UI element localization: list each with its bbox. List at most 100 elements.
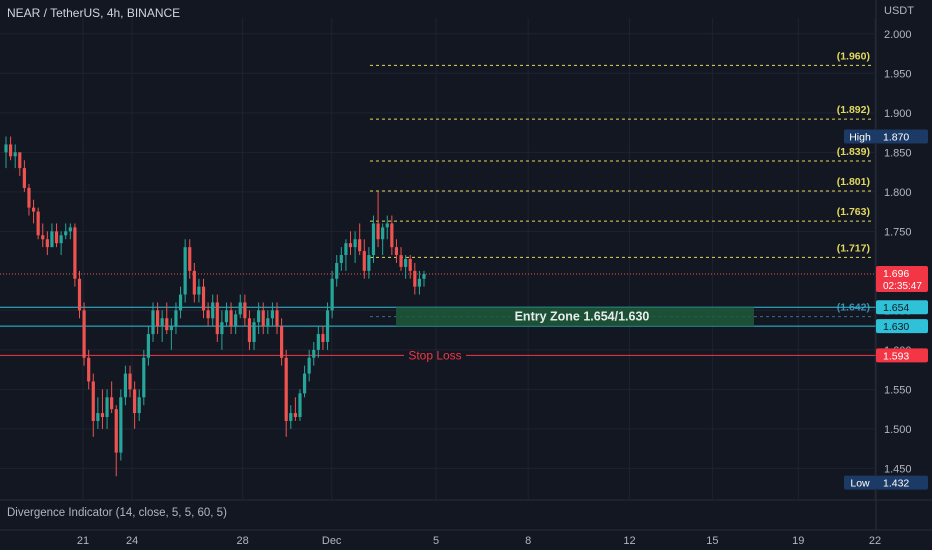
x-tick-label: 5 xyxy=(433,535,439,547)
candle-body xyxy=(64,231,68,236)
candle-body xyxy=(330,278,334,311)
candle-body xyxy=(348,243,353,248)
candle-body xyxy=(417,278,422,287)
x-tick-label: 22 xyxy=(869,535,881,547)
candle-body xyxy=(27,187,31,208)
current-price-badge xyxy=(876,266,928,293)
candle-body xyxy=(18,152,22,169)
price-badge-value: 1.870 xyxy=(883,132,909,144)
candle-body xyxy=(358,239,362,252)
y-tick-label: 1.750 xyxy=(884,226,912,238)
low-tag xyxy=(844,475,876,490)
candle-body xyxy=(289,413,293,421)
candle-body xyxy=(123,373,128,398)
price-badge xyxy=(876,129,928,144)
candle-body xyxy=(142,357,146,398)
candle-body xyxy=(266,318,270,327)
candle-body xyxy=(59,235,63,244)
candle-body xyxy=(4,144,8,153)
candles xyxy=(4,136,426,477)
entry-zone-label: Entry Zone 1.654/1.630 xyxy=(515,310,650,324)
price-badge-value: 1.432 xyxy=(883,478,909,490)
x-tick-label: 15 xyxy=(706,535,718,547)
candle-body xyxy=(293,413,297,418)
candle-body xyxy=(128,373,132,390)
candle-body xyxy=(381,227,385,240)
candle-body xyxy=(133,389,137,414)
chart-grid xyxy=(0,18,932,501)
y-tick-label: 1.800 xyxy=(884,187,912,199)
candle-body xyxy=(183,247,187,295)
y-tick-label: 1.450 xyxy=(884,463,912,475)
candle-body xyxy=(413,270,417,287)
candle-body xyxy=(8,144,13,157)
candle-body xyxy=(224,310,229,323)
candle-body xyxy=(68,227,72,232)
candle-body xyxy=(206,310,210,319)
x-tick-label: 8 xyxy=(525,535,531,547)
y-tick-label: 1.850 xyxy=(884,147,912,159)
price-badge-value: 1.630 xyxy=(883,321,909,333)
x-tick-label: 24 xyxy=(126,535,138,547)
fib-level-label: (1.763) xyxy=(837,206,870,218)
fib-level-label: (1.717) xyxy=(837,242,870,254)
candle-body xyxy=(77,278,82,311)
y-tick-label: 1.500 xyxy=(884,424,912,436)
candle-body xyxy=(247,318,252,342)
candle-body xyxy=(73,227,77,279)
candle-body xyxy=(234,314,238,327)
candle-body xyxy=(257,310,261,323)
current-price-value: 1.696 xyxy=(883,268,909,280)
candle-body xyxy=(201,286,206,311)
y-tick-label: 1.950 xyxy=(884,68,912,80)
candle-body xyxy=(54,231,59,244)
candle-body xyxy=(13,152,17,157)
price-badge xyxy=(876,319,928,334)
candle-body xyxy=(197,286,201,295)
candle-body xyxy=(114,409,118,453)
x-tick-label: 19 xyxy=(792,535,804,547)
candle-body xyxy=(91,381,95,421)
candle-body xyxy=(404,259,408,267)
candle-body xyxy=(45,239,49,248)
candle-body xyxy=(339,255,343,263)
candle-body xyxy=(229,310,233,327)
low-tag-label: Low xyxy=(850,478,870,490)
candle-body xyxy=(371,223,376,256)
y-tick-label: 1.900 xyxy=(884,108,912,120)
candle-body xyxy=(87,357,91,382)
candle-body xyxy=(408,259,412,271)
indicator-label[interactable]: Divergence Indicator (14, close, 5, 5, 6… xyxy=(7,507,227,519)
candle-body xyxy=(367,255,371,271)
candle-body xyxy=(362,251,366,271)
candle-body xyxy=(316,334,320,350)
candle-body xyxy=(344,243,348,256)
candle-body xyxy=(376,223,380,240)
fib-level-label: (1.801) xyxy=(837,176,870,188)
candle-body xyxy=(302,373,307,394)
candle-body xyxy=(394,247,399,256)
candle-body xyxy=(399,255,403,267)
candle-body xyxy=(270,310,275,319)
candle-body xyxy=(36,211,40,236)
candle-body xyxy=(178,294,183,311)
candle-body xyxy=(31,207,36,212)
price-badge xyxy=(876,348,928,363)
candle-body xyxy=(220,322,224,335)
candle-body xyxy=(155,310,160,327)
entry-zone-box xyxy=(396,307,754,327)
candle-body xyxy=(243,302,247,319)
candle-countdown: 02:35:47 xyxy=(883,281,922,292)
candle-body xyxy=(215,302,219,335)
candle-body xyxy=(192,270,196,295)
candle-body xyxy=(312,349,316,358)
price-badge xyxy=(876,475,928,490)
candle-body xyxy=(96,413,100,421)
candle-body xyxy=(110,397,114,410)
candle-body xyxy=(261,310,265,327)
fib-level-label: (1.839) xyxy=(837,146,870,158)
currency-label: USDT xyxy=(884,5,914,17)
time-axis: 21 24 28 Dec 5 8 12 15 19 22 xyxy=(0,529,932,547)
candle-body xyxy=(174,310,178,327)
